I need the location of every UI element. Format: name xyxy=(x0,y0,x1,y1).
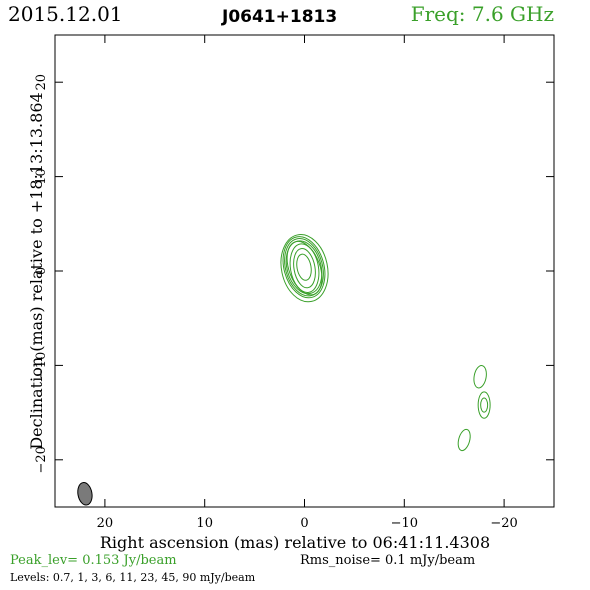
contour-layer xyxy=(280,234,491,452)
contour-line xyxy=(473,365,487,389)
x-axis-label: Right ascension (mas) relative to 06:41:… xyxy=(99,533,491,552)
x-tick-label: −10 xyxy=(391,516,418,531)
contour-line xyxy=(293,248,316,289)
contour-levels: Levels: 0.7, 1, 3, 6, 11, 23, 45, 90 mJy… xyxy=(10,571,256,584)
beam-layer xyxy=(77,482,93,506)
y-tick-label: 0 xyxy=(34,267,49,275)
x-tick-label: 0 xyxy=(300,516,308,531)
contour-line xyxy=(282,236,326,299)
axis-ticks xyxy=(55,35,554,507)
contour-line xyxy=(284,238,324,297)
beam-ellipse xyxy=(77,482,93,506)
contour-line xyxy=(280,234,329,303)
rms-noise: Rms_noise= 0.1 mJy/beam xyxy=(300,553,476,568)
x-tick-label: −20 xyxy=(490,516,517,531)
contour-line xyxy=(457,428,471,452)
contour-line xyxy=(480,397,489,413)
source-name: J0641+1813 xyxy=(222,7,338,27)
y-tick-label: −10 xyxy=(34,352,49,379)
peak-level: Peak_lev= 0.153 Jy/beam xyxy=(10,553,177,568)
y-axis-label: Declination (mas) relative to +18:13:13.… xyxy=(27,92,46,449)
axis-tick-labels: 20 10 0 −10 −20 20 10 0 −10 −20 xyxy=(34,74,518,531)
observation-date: 2015.12.01 xyxy=(8,2,123,26)
x-tick-label: 10 xyxy=(196,516,213,531)
y-tick-label: 20 xyxy=(34,74,49,91)
y-tick-label: 10 xyxy=(34,168,49,185)
contour-line xyxy=(285,240,323,295)
contour-line xyxy=(296,253,312,281)
contour-line xyxy=(289,243,320,293)
frequency-label: Freq: 7.6 GHz xyxy=(410,2,554,26)
y-tick-label: −20 xyxy=(34,446,49,473)
x-tick-label: 20 xyxy=(97,516,114,531)
plot-frame xyxy=(54,34,555,508)
contour-line xyxy=(477,391,491,419)
